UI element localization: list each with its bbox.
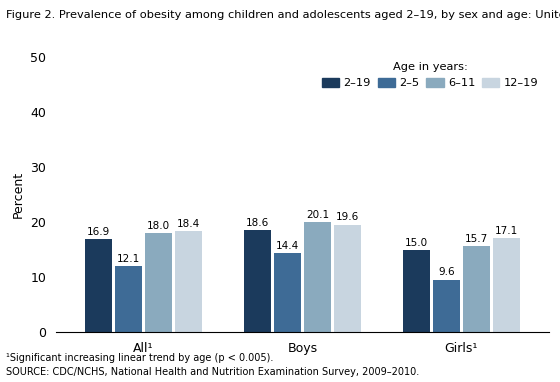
Y-axis label: Percent: Percent bbox=[12, 171, 25, 219]
Text: Figure 2. Prevalence of obesity among children and adolescents aged 2–19, by sex: Figure 2. Prevalence of obesity among ch… bbox=[6, 10, 560, 19]
Bar bbox=[274, 253, 301, 332]
Bar bbox=[463, 246, 490, 332]
Bar bbox=[175, 231, 202, 332]
Legend: 2–19, 2–5, 6–11, 12–19: 2–19, 2–5, 6–11, 12–19 bbox=[318, 58, 543, 93]
Text: ¹Significant increasing linear trend by age (p < 0.005).: ¹Significant increasing linear trend by … bbox=[6, 353, 273, 363]
Text: 14.4: 14.4 bbox=[276, 241, 299, 251]
Bar bbox=[145, 233, 172, 332]
Text: 18.6: 18.6 bbox=[245, 218, 269, 228]
Text: 17.1: 17.1 bbox=[495, 226, 519, 236]
Bar bbox=[304, 222, 331, 332]
Text: 16.9: 16.9 bbox=[86, 227, 110, 237]
Bar bbox=[433, 280, 460, 332]
Bar bbox=[493, 238, 520, 332]
Bar bbox=[115, 266, 142, 332]
Text: 12.1: 12.1 bbox=[116, 254, 140, 264]
Text: 15.0: 15.0 bbox=[404, 238, 428, 248]
Text: 15.7: 15.7 bbox=[465, 234, 488, 244]
Text: 18.4: 18.4 bbox=[177, 219, 200, 229]
Text: 19.6: 19.6 bbox=[336, 212, 360, 222]
Bar bbox=[244, 230, 270, 332]
Text: 18.0: 18.0 bbox=[147, 221, 170, 231]
Bar bbox=[403, 250, 430, 332]
Bar bbox=[85, 240, 111, 332]
Bar bbox=[334, 225, 361, 332]
Text: SOURCE: CDC/NCHS, National Health and Nutrition Examination Survey, 2009–2010.: SOURCE: CDC/NCHS, National Health and Nu… bbox=[6, 367, 419, 377]
Text: 20.1: 20.1 bbox=[306, 210, 329, 220]
Text: 9.6: 9.6 bbox=[438, 267, 455, 277]
